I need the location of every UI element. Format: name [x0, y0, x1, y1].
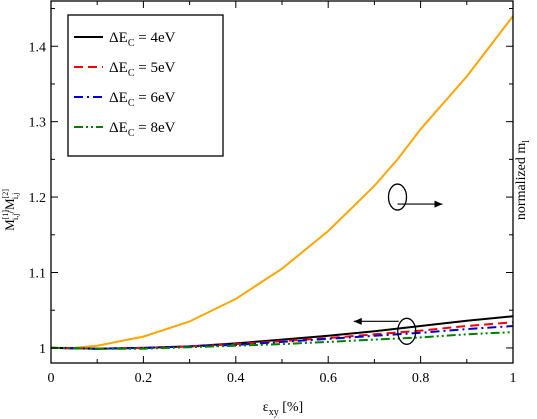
- y-axis-label-left-main: M: [2, 219, 17, 231]
- x-tick-label: 0: [48, 371, 55, 386]
- legend-entry: ΔEC = 5eV: [74, 60, 176, 79]
- series-line-1: [50, 315, 514, 350]
- y-axis-label-right-sub: l: [521, 140, 532, 143]
- x-tick-label: 0.8: [412, 371, 430, 386]
- series-line-2: [50, 321, 514, 350]
- legend-entry: ΔEC = 6eV: [74, 90, 176, 109]
- y-tick-label: 1.4: [29, 40, 47, 55]
- annotation-ellipse-1: [397, 317, 417, 345]
- x-tick-label: 0.2: [135, 371, 153, 386]
- y-axis-label-left: M[1]i,j/M[2]i,j: [1, 189, 20, 231]
- y-axis-label-left-mid: /M: [2, 198, 17, 214]
- annotation-arrowhead-0: [434, 200, 443, 208]
- legend-label: ΔEC = 4eV: [109, 30, 176, 49]
- y-axis-label-left-sup2: [2]: [1, 189, 10, 199]
- x-axis-label-sub: xy: [269, 407, 279, 418]
- annotation-arrowhead-1: [353, 317, 362, 325]
- y-axis-label-left-sup1: [1]: [1, 210, 10, 220]
- y-tick-label: 1.2: [29, 191, 47, 206]
- y-tick-label: 1.1: [29, 267, 47, 282]
- legend-entry: ΔEC = 8eV: [74, 120, 176, 139]
- y-axis-label-left-sub1: i,j: [11, 214, 20, 220]
- x-tick-label: 0.4: [227, 371, 245, 386]
- y-ticks: 1 1.1 1.2 1.3 1.4: [29, 8, 513, 357]
- y-tick-label: 1.3: [29, 116, 47, 131]
- plot-lines: [50, 15, 514, 350]
- y-axis-label-right-main: normalized m: [514, 143, 529, 220]
- legend-label: ΔEC = 8eV: [109, 120, 176, 139]
- legend-label: ΔEC = 5eV: [109, 60, 176, 79]
- annotation-ellipse-0: [387, 183, 408, 211]
- x-tick-label: 1: [510, 371, 517, 386]
- legend: ΔEC = 4eV ΔEC = 5eV ΔEC = 6eV ΔEC = 8eV: [67, 14, 224, 157]
- y-tick-label: 1: [39, 342, 46, 357]
- series-line-3: [50, 325, 514, 350]
- x-axis-label-main: ε: [263, 400, 269, 415]
- x-axis-label: εxy [%]: [263, 400, 303, 418]
- annotations: [353, 183, 443, 345]
- legend-box: [67, 14, 224, 157]
- y-axis-label-right: normalized ml: [514, 140, 532, 220]
- legend-label: ΔEC = 6eV: [109, 90, 176, 109]
- y-axis-label-left-sub2: i,j: [11, 193, 20, 199]
- x-tick-label: 0.6: [319, 371, 337, 386]
- x-axis-label-unit: [%]: [279, 400, 304, 415]
- x-ticks: 0 0.2 0.4 0.6 0.8 1: [48, 1, 517, 386]
- series-line-0: [51, 15, 514, 349]
- legend-entry: ΔEC = 4eV: [74, 30, 176, 49]
